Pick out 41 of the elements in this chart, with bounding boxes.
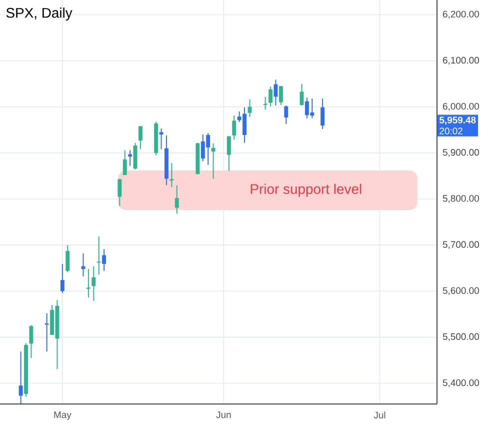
candlestick: [92, 266, 96, 302]
y-tick-label: 5,600.00: [442, 287, 479, 296]
y-tick-label: 5,700.00: [442, 241, 479, 249]
y-tick-label: 5,800.00: [442, 195, 479, 203]
candlestick: [226, 135, 231, 172]
y-tick-label: 5,500.00: [442, 333, 479, 342]
text: SPX, Daily: [6, 8, 72, 21]
candlestick: [18, 350, 23, 404]
x-tick-label: Jun: [216, 412, 231, 418]
candlestick: [102, 248, 106, 272]
candlestick: [96, 236, 101, 276]
x-tick-label: May: [54, 412, 72, 420]
candlestick: [211, 142, 216, 180]
candlestick: [174, 184, 179, 214]
candlestick: [169, 162, 174, 188]
candlestick: [232, 115, 236, 140]
candlestick: [44, 312, 50, 352]
candlestick: [278, 86, 283, 106]
candlestick: [248, 99, 252, 118]
x-tick-label: Jul: [374, 412, 386, 418]
candlestick: [118, 178, 122, 206]
candlestick: [86, 268, 92, 298]
y-tick-label: 5,900.00: [442, 149, 479, 157]
band-label: Prior support level: [250, 184, 362, 197]
y-tick-label: 6,100.00: [443, 56, 479, 65]
candlestick: [284, 104, 288, 124]
candlestick: [159, 128, 164, 150]
text: 20:02: [440, 128, 462, 134]
candlestick: [60, 263, 64, 294]
candlestick: [138, 126, 142, 150]
candlestick: [300, 83, 304, 106]
candlestick: [29, 324, 34, 358]
candlestick: [268, 86, 273, 107]
candlestick: [262, 96, 268, 110]
candlestick: [122, 150, 127, 176]
y-tick-label: 6,200.00: [443, 10, 479, 19]
y-tick-label: 6,000.00: [443, 102, 479, 111]
candlestick: [66, 244, 70, 273]
candlestick: [320, 98, 325, 130]
text: 5,959.48: [440, 116, 476, 125]
y-tick-label: 5,400.00: [442, 379, 479, 388]
